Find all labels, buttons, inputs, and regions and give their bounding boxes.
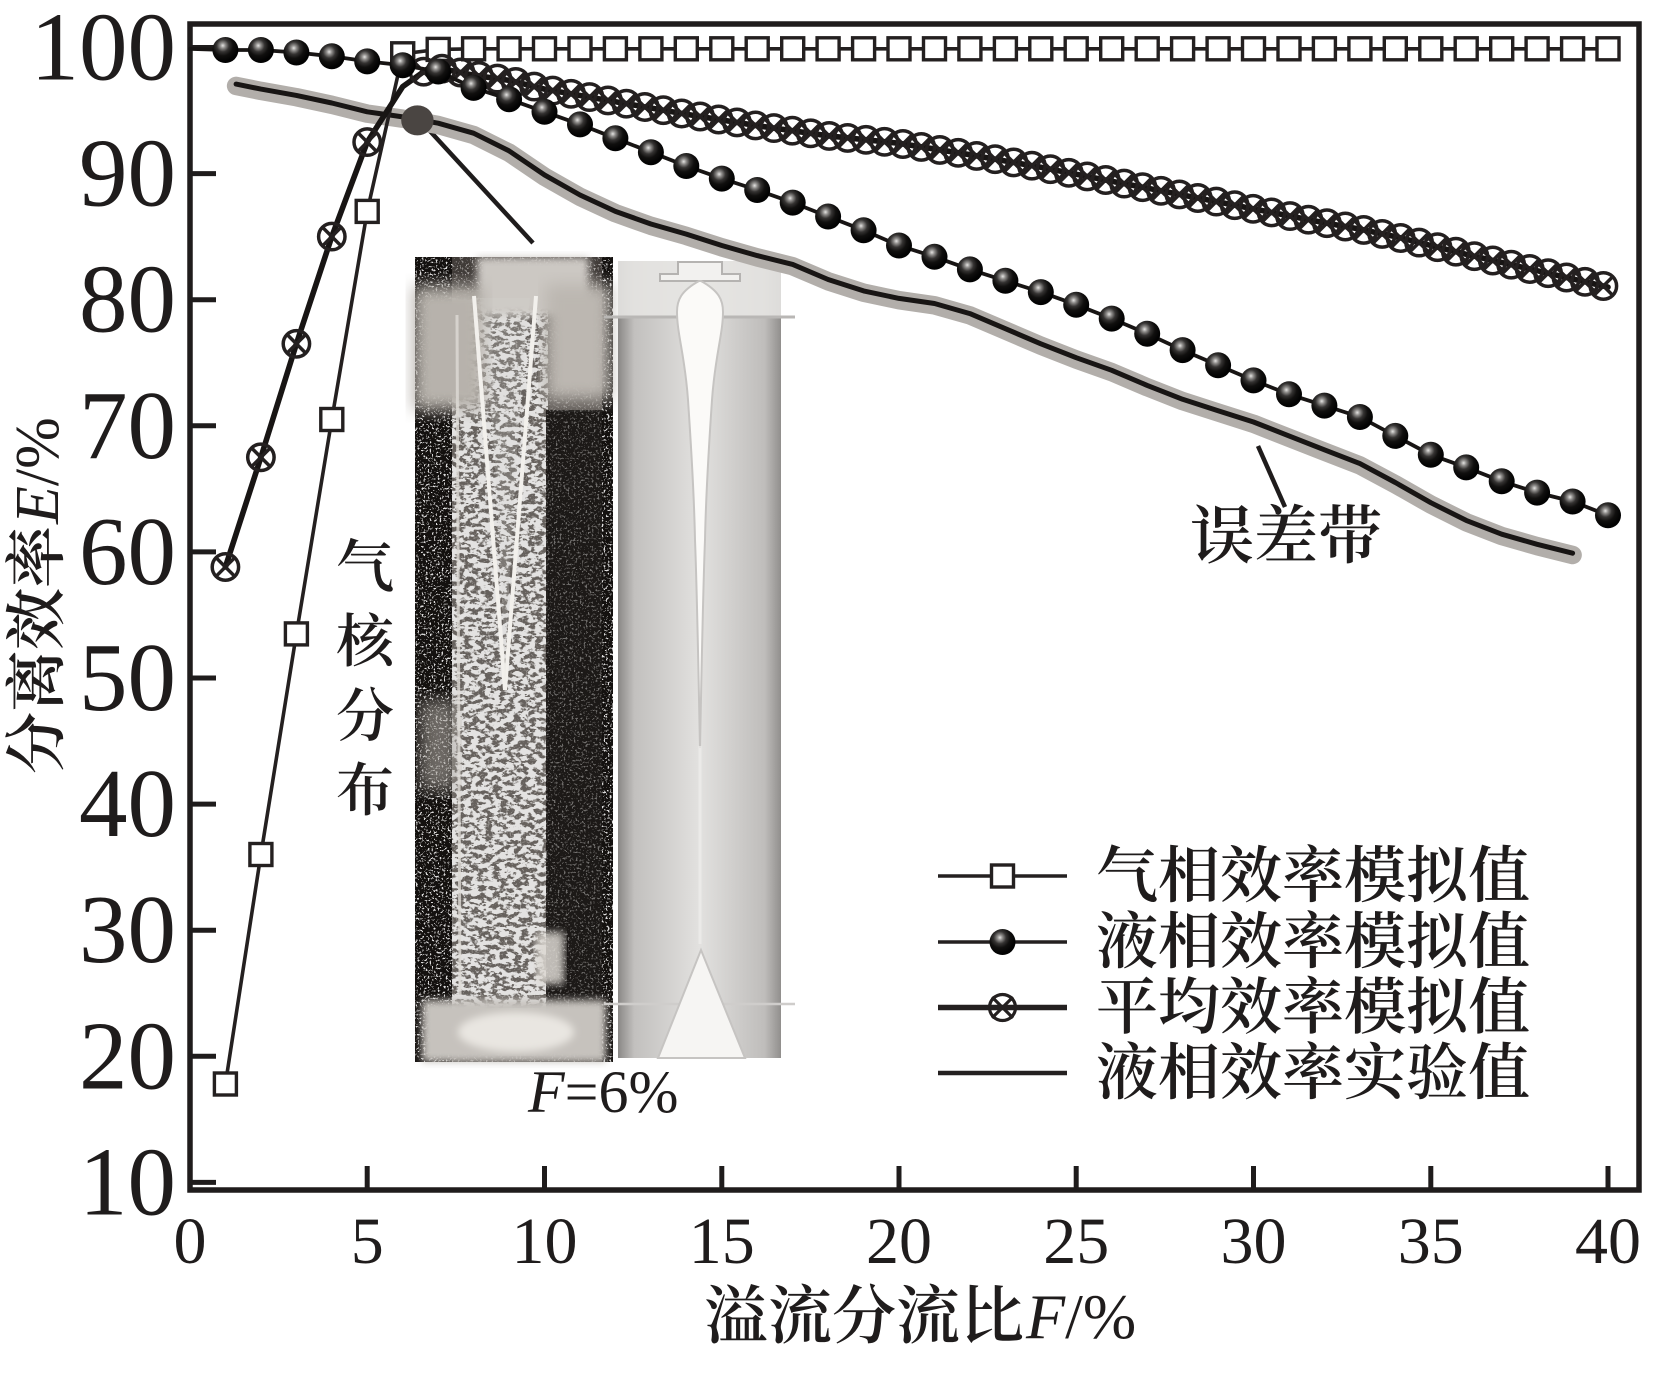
svg-text:35: 35: [1398, 1205, 1464, 1278]
svg-text:90: 90: [79, 120, 176, 227]
svg-text:20: 20: [79, 1002, 176, 1109]
svg-text:E/%: E/%: [4, 417, 72, 525]
svg-text:15: 15: [689, 1205, 755, 1278]
svg-text:40: 40: [1575, 1205, 1641, 1278]
svg-text:80: 80: [79, 246, 176, 353]
svg-text:20: 20: [866, 1205, 932, 1278]
svg-text:5: 5: [351, 1205, 384, 1278]
svg-text:25: 25: [1043, 1205, 1109, 1278]
svg-text:40: 40: [79, 750, 176, 857]
svg-text:50: 50: [79, 624, 176, 731]
svg-text:70: 70: [79, 372, 176, 479]
svg-text:30: 30: [1221, 1205, 1287, 1278]
svg-text:10: 10: [79, 1128, 176, 1235]
svg-text:30: 30: [79, 876, 176, 983]
svg-text:100: 100: [31, 0, 177, 101]
svg-text:60: 60: [79, 498, 176, 605]
svg-text:0: 0: [174, 1205, 207, 1278]
svg-text:F=6%: F=6%: [527, 1059, 678, 1125]
svg-text:F/%: F/%: [1025, 1281, 1136, 1352]
svg-text:10: 10: [512, 1205, 578, 1278]
